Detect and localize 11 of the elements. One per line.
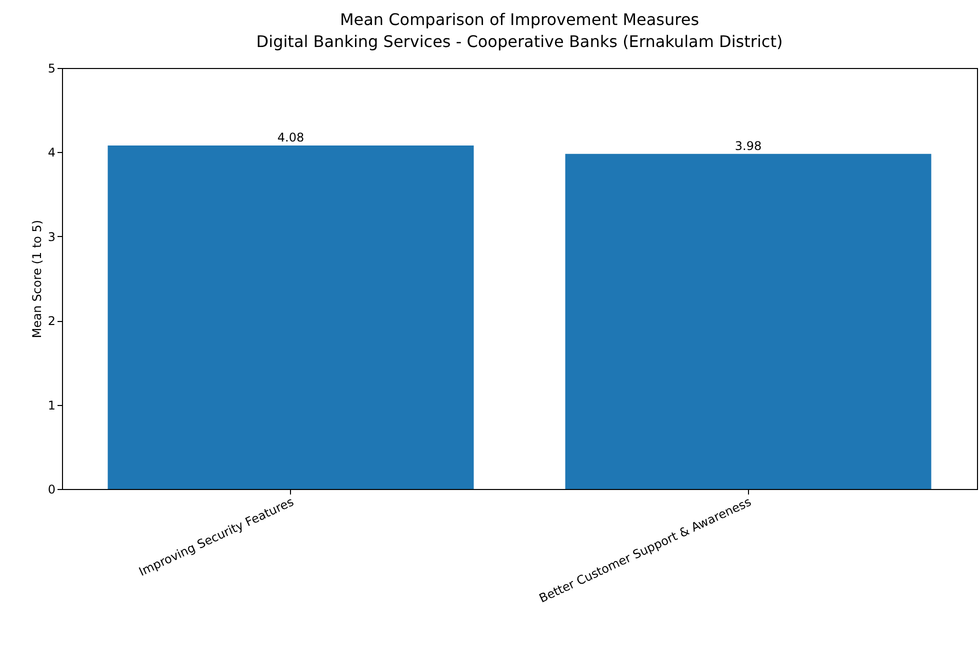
y-tick-label: 3 <box>48 230 56 244</box>
chart-title: Mean Comparison of Improvement Measures <box>340 10 700 29</box>
chart-subtitle: Digital Banking Services - Cooperative Banks (Ernakulam District) <box>256 32 783 51</box>
y-tick-label: 1 <box>48 398 56 412</box>
data-label: 3.98 <box>734 138 762 153</box>
y-tick-label: 5 <box>48 62 56 76</box>
y-tick-label: 0 <box>48 482 56 496</box>
y-tick-label: 2 <box>48 314 56 328</box>
y-axis-title: Mean Score (1 to 5) <box>30 220 44 338</box>
data-label: 4.08 <box>277 130 304 144</box>
y-tick-label: 4 <box>48 146 56 160</box>
